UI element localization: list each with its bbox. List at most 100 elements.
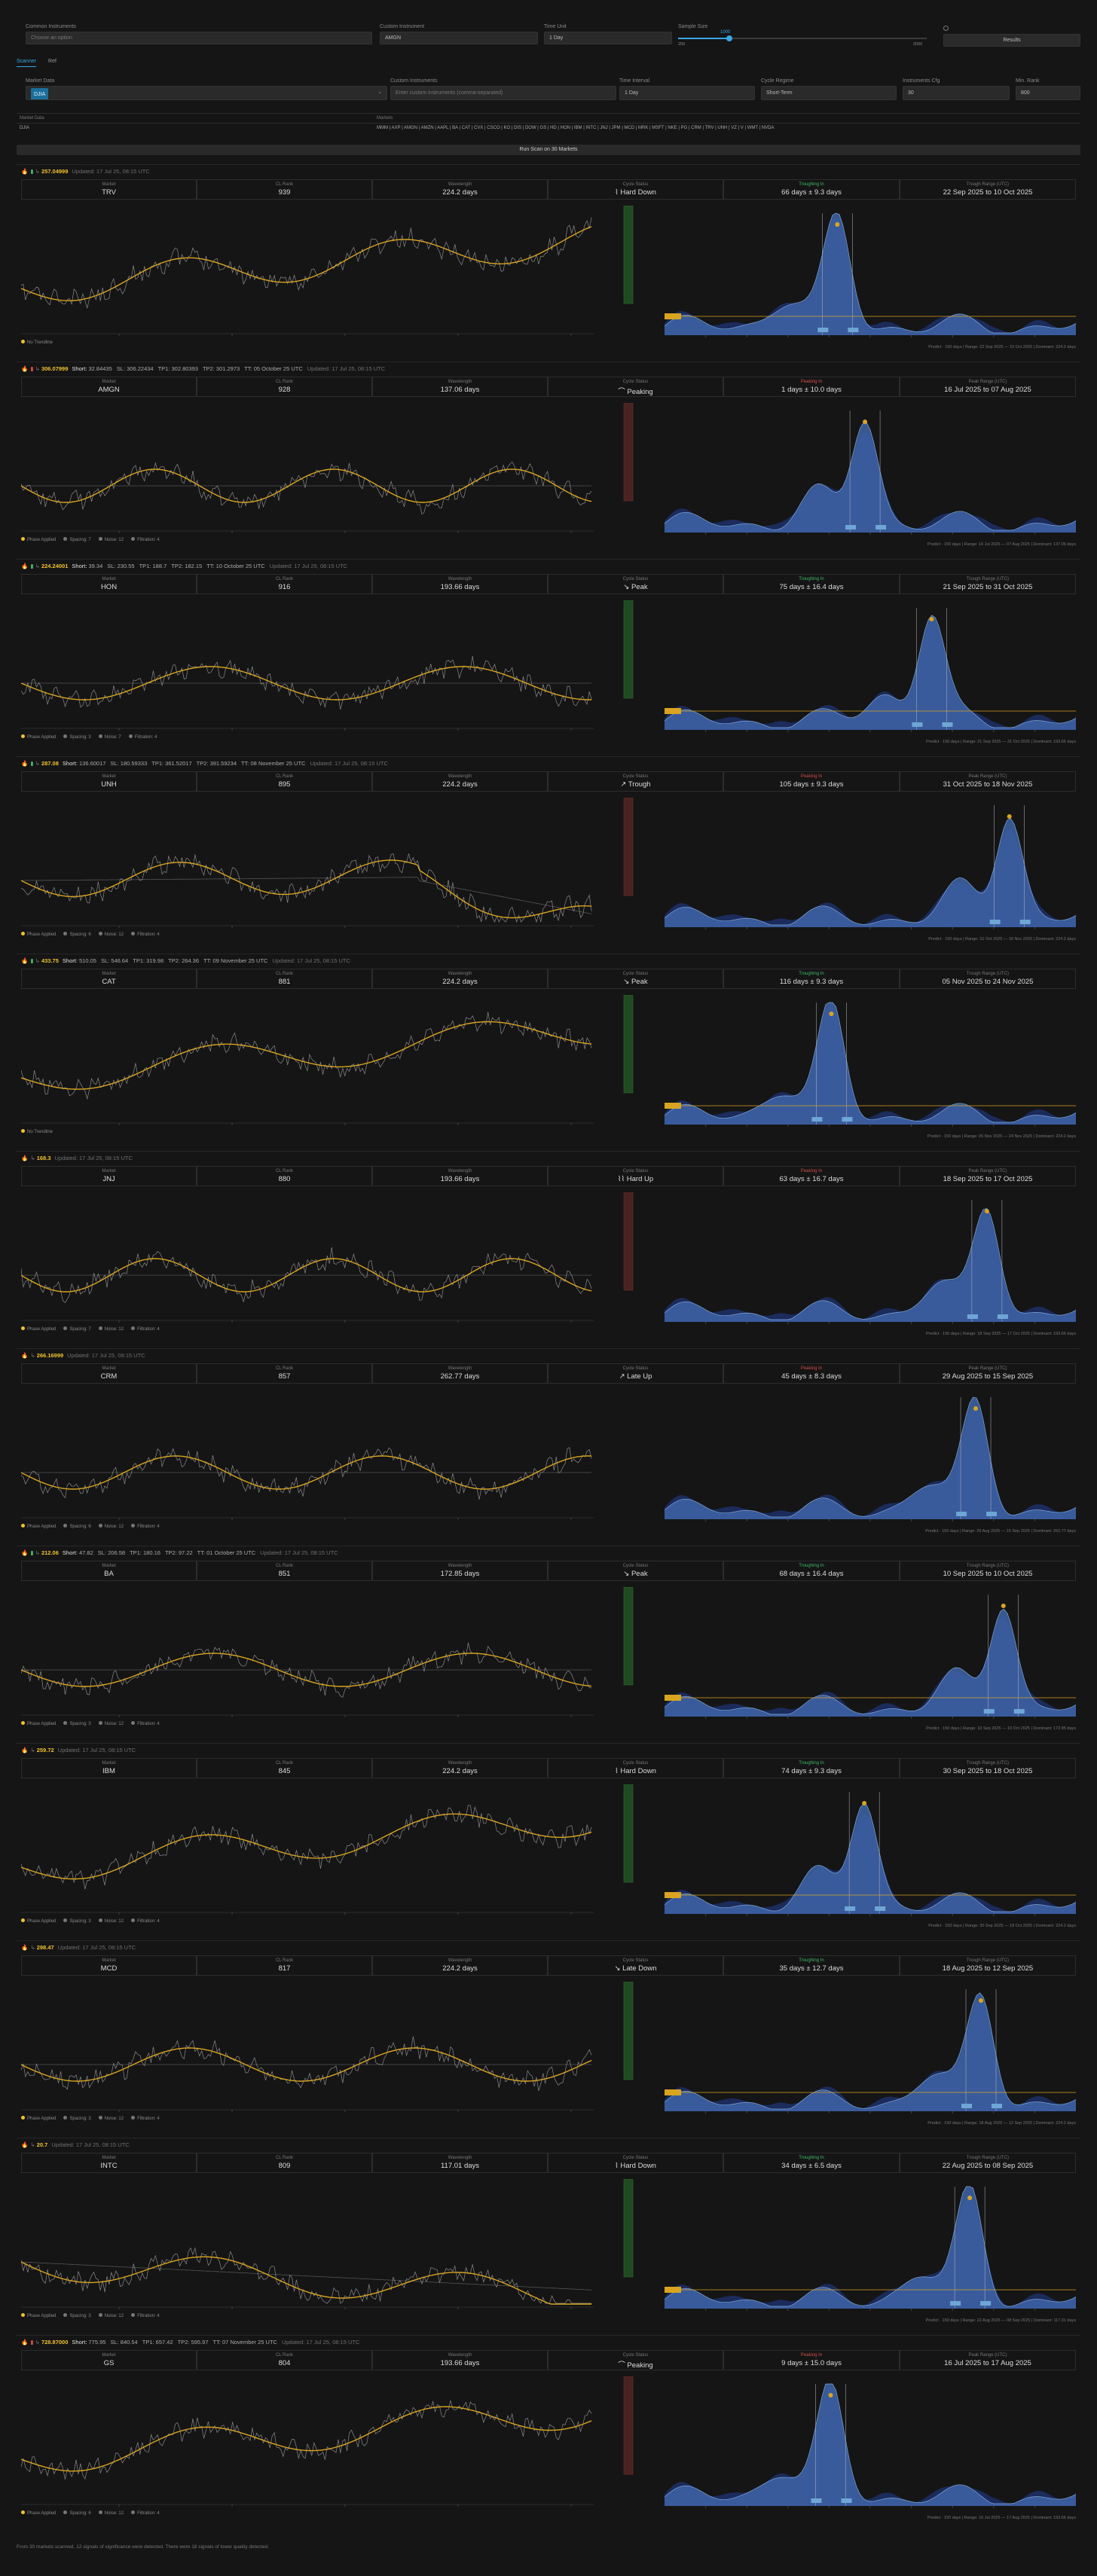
signal-key: TP2: (202, 365, 216, 372)
spectrum-bg (665, 995, 1076, 1125)
legend-item: Noise: 12 (104, 2117, 124, 2121)
min-rank-input[interactable]: 800 (1016, 86, 1080, 100)
market-chip[interactable]: DJIA (31, 88, 49, 99)
signal-value: 264.36 (182, 957, 200, 964)
legend-dot-icon (21, 932, 25, 935)
cycle-line (21, 2047, 592, 2082)
signal-tt: TT: 07 November 25 UTC (213, 2339, 277, 2346)
spectrum-caption: Predict · 150 days | Range: 16 Jul 2025 … (927, 542, 1076, 547)
signal-tt: TT: 05 October 25 UTC (244, 365, 303, 372)
sample-size-slider[interactable] (678, 35, 927, 41)
signal-bar-icon: ▮ (30, 760, 35, 767)
stat-timing: Troughing In 35 days ± 12.7 days (723, 1955, 900, 1976)
spectrum-outline (665, 1802, 1076, 1912)
stat-value: 30 Sep 2025 to 18 Oct 2025 (943, 1767, 1033, 1775)
stat-value: ⌇ Hard Down (615, 1767, 656, 1775)
range-end-tag (942, 722, 953, 727)
time-unit-group: Time Unit 1 Day (544, 24, 672, 44)
card-divider (17, 1940, 1080, 1941)
signal-value: 391.59234 (209, 760, 237, 767)
stat-value: ↗ Late Up (619, 1372, 652, 1381)
legend-dot-icon (131, 1524, 136, 1528)
signal-key: TT: (244, 365, 254, 372)
stat-value: ↘ Peak (623, 978, 648, 986)
signal-bar-icon: ▮ (30, 365, 35, 372)
stat-label: Cycle Status (622, 380, 649, 384)
stat-label: Market (102, 380, 116, 384)
cycle-regime-label: Cycle Regime (761, 78, 794, 84)
stat-market: Market CAT (21, 969, 197, 989)
tab-scanner[interactable]: Scanner (17, 59, 37, 67)
stat-label: CL Rank (275, 774, 294, 779)
instruments-cfg-select[interactable]: 30 (903, 86, 1010, 100)
stat-range: Trough Range (UTC) 05 Nov 2025 to 24 Nov … (900, 969, 1076, 989)
stat-value: 851 (278, 1570, 291, 1578)
range-end-tag (1019, 920, 1031, 924)
run-scan-button[interactable]: Run Scan on 30 Markets (17, 145, 1080, 155)
signal-value: 47.82 (78, 1549, 93, 1556)
legend-dot-icon (98, 2116, 102, 2120)
result-card-ba: 🔥 ▮ ↳ 212.06 Short: 47.82 SL: 206.58 TP1: 18… (17, 1546, 1080, 1743)
stat-status: Cycle Status ↘ Peak (548, 574, 723, 594)
arrow-icon: ↳ (35, 2339, 41, 2346)
signal-value: 05 October 25 UTC (253, 365, 303, 372)
results-info-icon (943, 26, 949, 31)
market-data-group: Market Data DJIA ⌄ (26, 78, 387, 100)
stat-label: Trough Range (UTC) (966, 1564, 1010, 1568)
stat-timing: Peaking In 45 days ± 8.3 days (723, 1363, 900, 1384)
common-instruments-group: Common Instruments Choose an option (26, 24, 372, 44)
stat-label: Cycle Status (622, 1564, 649, 1568)
custom-instruments-input[interactable]: Enter custom instruments (comma-separate… (390, 86, 616, 100)
stat-label: CL Rank (275, 1169, 294, 1174)
time-unit-select[interactable]: 1 Day (544, 32, 672, 44)
stat-range: Trough Range (UTC) 21 Sep 2025 to 31 Oct … (900, 574, 1076, 594)
sample-size-min: 250 (678, 42, 686, 47)
range-start-tag (845, 1906, 856, 1911)
legend-dot-icon (98, 2313, 102, 2317)
stat-value: 75 days ± 16.4 days (779, 583, 844, 591)
spectrum-outline (665, 1608, 1076, 1715)
arrow-icon: ↳ (30, 2141, 37, 2148)
market-data-select[interactable]: DJIA ⌄ (26, 86, 387, 100)
stat-label: Troughing In (799, 1564, 824, 1568)
price-chart (21, 206, 634, 336)
projection-zone (623, 403, 634, 502)
price-chart (21, 1192, 634, 1323)
projection-zone (623, 206, 634, 304)
legend-item: Phase Applied (27, 1525, 57, 1529)
time-interval-select[interactable]: 1 Day (619, 86, 755, 100)
custom-instrument-label: Custom Instrument (380, 24, 425, 29)
signal-value: 206.58 (108, 1549, 126, 1556)
common-instruments-select[interactable]: Choose an option (26, 32, 372, 44)
current-price: 306.07999 (41, 365, 69, 372)
chevron-down-icon[interactable]: ⌄ (377, 90, 382, 95)
stat-market: Market MCD (21, 1955, 197, 1976)
legend-item: Filtration: 4 (137, 2117, 160, 2121)
stat-value: 16 Jul 2025 to 17 Aug 2025 (944, 2359, 1031, 2367)
cycle-line (21, 1455, 592, 1490)
legend-item: Filtration: 4 (137, 1327, 160, 1332)
cycle-regime-select[interactable]: Short-Term (761, 86, 897, 100)
sample-size-handle[interactable] (726, 35, 732, 41)
stat-wavelength: Wavelength 224.2 days (372, 771, 548, 792)
threshold-tag (665, 2287, 681, 2293)
stat-status: Cycle Status ↘ Peak (548, 1561, 723, 1581)
stat-value: 172.85 days (440, 1570, 480, 1578)
signal-value: 775.95 (88, 2339, 106, 2346)
range-start-tag (845, 525, 857, 530)
range-start-tag (817, 328, 829, 332)
legend-item: Phase Applied (27, 2511, 57, 2516)
stat-market: Market CRM (21, 1363, 197, 1384)
results-button[interactable]: Results (943, 34, 1080, 47)
spectrum-caption: Predict · 150 days | Range: 10 Sep 2025 … (926, 1726, 1076, 1731)
custom-instrument-input[interactable]: AMGN (380, 32, 538, 44)
tab-ref[interactable]: Ref (48, 59, 57, 64)
spectrum-area (665, 818, 1076, 927)
stat-score: CL Rank 939 (197, 179, 372, 200)
signal-bar-icon: ▮ (30, 563, 35, 569)
legend-item: Noise: 12 (104, 538, 124, 542)
legend-dot-icon (131, 1326, 136, 1330)
signal-tt: TT: 08 November 25 UTC (241, 760, 305, 767)
legend-dot-icon (21, 1326, 25, 1330)
stat-label: Market (102, 1564, 116, 1568)
